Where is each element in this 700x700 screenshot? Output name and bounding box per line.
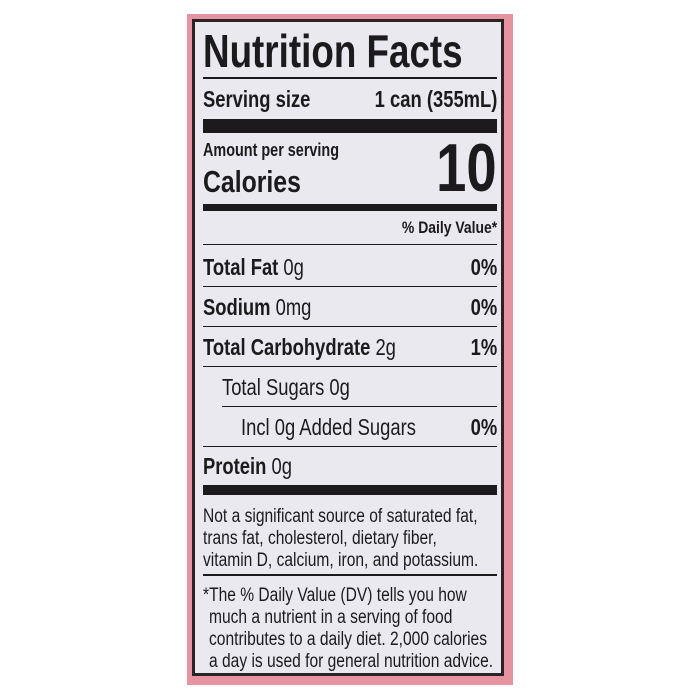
not-significant-line: vitamin D, calcium, iron, and potassium. (203, 550, 479, 571)
daily-value-header: % Daily Value* (401, 218, 497, 237)
thick-divider (203, 485, 497, 495)
nutrient-amount: 0mg (275, 294, 312, 320)
footnote-line: a day is used for general nutrition advi… (209, 651, 494, 672)
footnote-line: *The % Daily Value (DV) tells you how (203, 585, 467, 606)
not-significant-line: trans fat, cholesterol, dietary fiber, (203, 528, 437, 549)
divider (203, 574, 497, 576)
nutrient-total-carbohydrate: Total Carbohydrate 2g (203, 336, 396, 359)
divider (203, 286, 497, 287)
nutrient-dv: 0% (470, 414, 497, 440)
footnote-line: contributes to a daily diet. 2,000 calor… (209, 629, 488, 650)
footnote-line: much a nutrient in a serving of food (209, 607, 453, 628)
divider (203, 77, 497, 79)
divider (203, 326, 497, 327)
nutrient-name: Protein (203, 453, 267, 479)
calories-label: Calories (203, 164, 301, 199)
divider (203, 244, 497, 245)
calories-value: 10 (436, 130, 497, 206)
serving-size-value: 1 can (355mL) (374, 86, 497, 112)
nutrient-sodium: Sodium 0mg (203, 296, 311, 319)
nutrient-total-sugars: Total Sugars 0g (222, 374, 350, 400)
amount-per-serving: Amount per serving (203, 140, 340, 160)
nutrient-total-fat: Total Fat 0g (203, 256, 304, 279)
thick-divider (203, 119, 497, 133)
nutrient-amount: 0g (271, 453, 292, 479)
nutrient-protein: Protein 0g (203, 455, 292, 478)
serving-size-label: Serving size (203, 86, 311, 112)
nutrient-name: Total Carbohydrate (203, 334, 371, 360)
nutrient-dv: 0% (470, 294, 497, 320)
medium-divider (203, 204, 497, 211)
divider (203, 446, 497, 447)
not-significant-line: Not a significant source of saturated fa… (203, 506, 478, 527)
nutrient-amount: 2g (375, 334, 396, 360)
nutrient-dv: 1% (470, 334, 497, 360)
divider (203, 366, 497, 367)
nutrient-name: Sodium (203, 294, 271, 320)
title: Nutrition Facts (203, 25, 463, 77)
nutrient-amount: 0g (283, 254, 304, 280)
nutrient-dv: 0% (470, 254, 497, 280)
divider (222, 406, 497, 407)
nutrient-added-sugars: Incl 0g Added Sugars (241, 414, 416, 440)
nutrient-name: Total Fat (203, 254, 279, 280)
